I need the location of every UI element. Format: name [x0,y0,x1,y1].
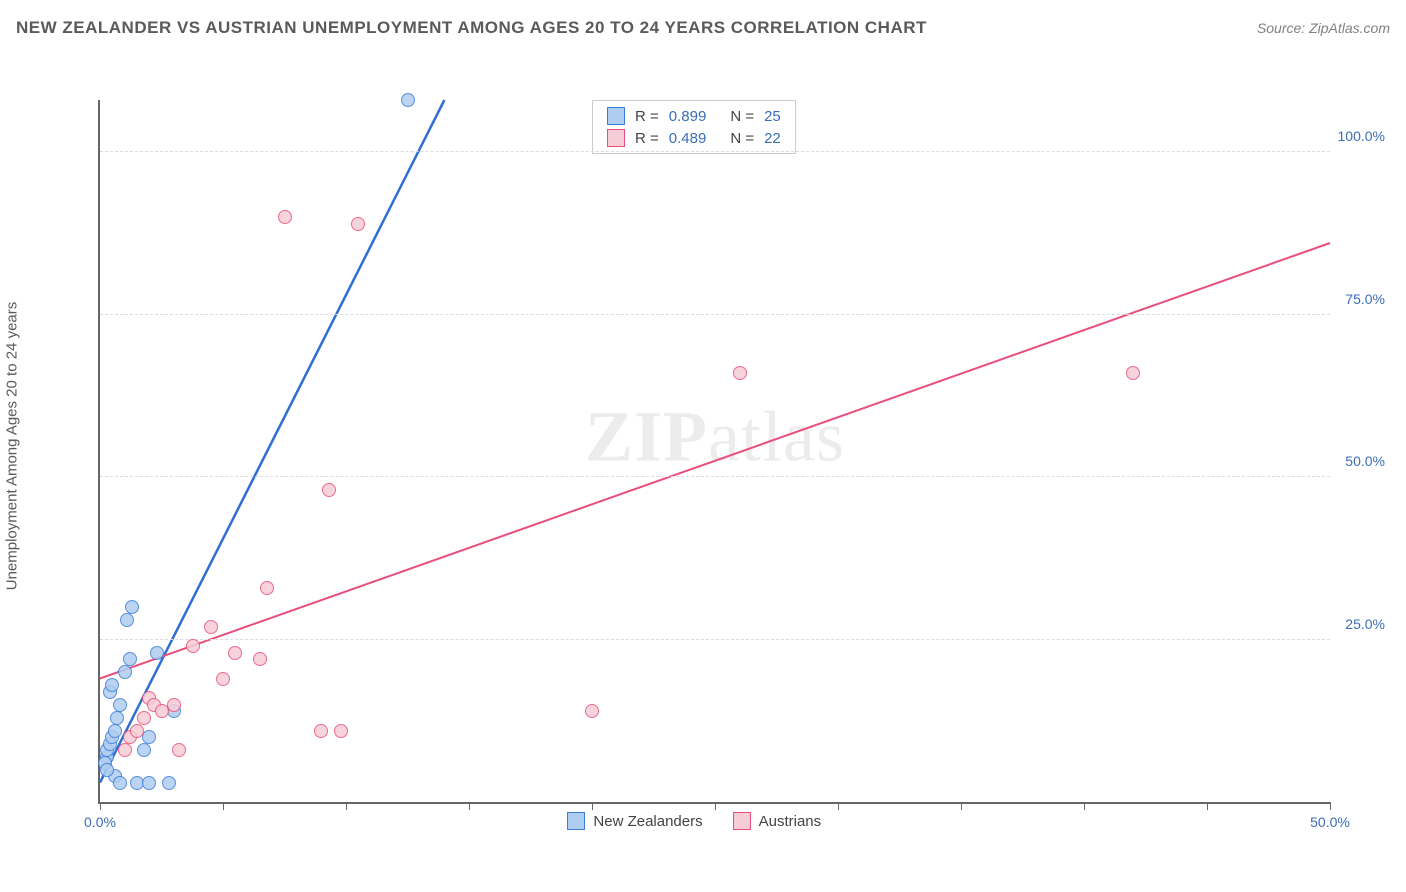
data-point [137,711,151,725]
data-point [260,581,274,595]
legend-label: Austrians [759,813,822,830]
data-point [204,620,218,634]
data-point [130,724,144,738]
data-point [100,763,114,777]
stat-n-label: N = [730,108,754,125]
data-point [1126,366,1140,380]
chart-title: NEW ZEALANDER VS AUSTRIAN UNEMPLOYMENT A… [16,18,927,38]
data-point [123,652,137,666]
legend-swatch [567,812,585,830]
trend-lines [100,100,1330,802]
gridline [100,476,1330,477]
data-point [150,646,164,660]
y-tick-label: 50.0% [1345,453,1385,469]
x-tick [715,802,716,810]
x-tick [100,802,101,810]
x-tick [592,802,593,810]
gridline [100,314,1330,315]
legend-swatch [733,812,751,830]
data-point [585,704,599,718]
data-point [113,776,127,790]
legend-item: Austrians [733,812,822,830]
data-point [253,652,267,666]
data-point [401,93,415,107]
gridline [100,151,1330,152]
stat-r-value: 0.489 [669,130,707,147]
x-tick [223,802,224,810]
data-point [110,711,124,725]
stats-legend-box: R = 0.899 N = 25 R = 0.489 N = 22 [592,100,796,154]
scatter-plot: ZIPatlas R = 0.899N = 25R = 0.489N = 22 … [98,100,1330,804]
stat-r-label: R = [635,108,659,125]
data-point [167,698,181,712]
data-point [733,366,747,380]
stat-n-label: N = [730,130,754,147]
y-tick-label: 25.0% [1345,616,1385,632]
data-point [142,730,156,744]
data-point [113,698,127,712]
x-tick [838,802,839,810]
stat-n-value: 25 [764,108,781,125]
x-tick [1084,802,1085,810]
stats-row: R = 0.899 N = 25 [593,105,795,127]
series-legend: New Zealanders Austrians [567,812,821,830]
x-tick [961,802,962,810]
trend-line [100,100,444,783]
data-point [351,217,365,231]
legend-item: New Zealanders [567,812,702,830]
data-point [186,639,200,653]
data-point [142,776,156,790]
data-point [120,613,134,627]
data-point [118,665,132,679]
trend-line [100,243,1330,679]
data-point [172,743,186,757]
x-tick-label: 50.0% [1310,814,1350,830]
data-point [278,210,292,224]
x-tick [1330,802,1331,810]
data-point [105,678,119,692]
legend-swatch [607,129,625,147]
stat-r-value: 0.899 [669,108,707,125]
stat-r-label: R = [635,130,659,147]
data-point [216,672,230,686]
data-point [314,724,328,738]
x-tick [469,802,470,810]
gridline [100,639,1330,640]
data-point [334,724,348,738]
y-axis-label: Unemployment Among Ages 20 to 24 years [4,302,21,591]
data-point [108,724,122,738]
source-label: Source: ZipAtlas.com [1257,20,1390,36]
data-point [118,743,132,757]
y-tick-label: 100.0% [1338,128,1385,144]
data-point [162,776,176,790]
data-point [228,646,242,660]
x-tick [1207,802,1208,810]
data-point [137,743,151,757]
y-tick-label: 75.0% [1345,291,1385,307]
x-tick [346,802,347,810]
legend-label: New Zealanders [593,813,702,830]
data-point [322,483,336,497]
stats-row: R = 0.489 N = 22 [593,127,795,149]
data-point [125,600,139,614]
x-tick-label: 0.0% [84,814,116,830]
legend-swatch [607,107,625,125]
stat-n-value: 22 [764,130,781,147]
